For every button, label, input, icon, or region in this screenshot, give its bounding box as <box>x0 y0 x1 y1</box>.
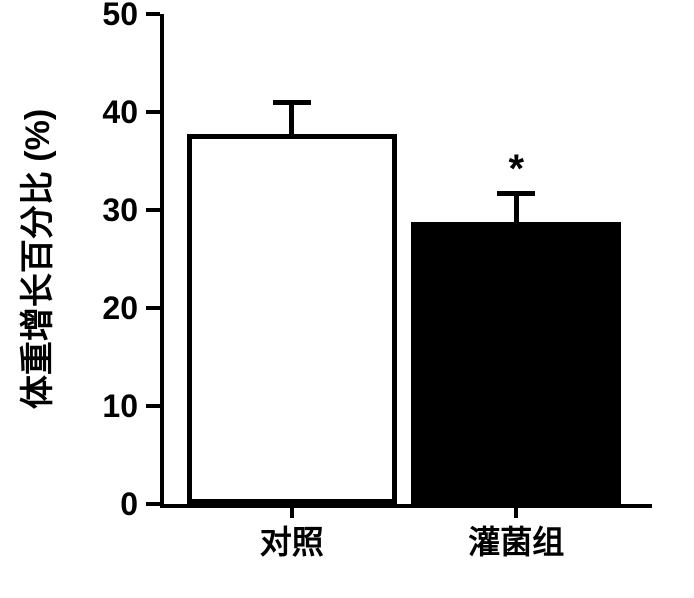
errorbar-cap-0 <box>273 100 311 105</box>
x-tick-label-0: 对照 <box>192 526 392 558</box>
errorbar-stem-0 <box>289 102 294 133</box>
y-tick <box>146 12 160 16</box>
y-tick-label: 20 <box>78 292 138 324</box>
y-tick-label: 30 <box>78 194 138 226</box>
significance-marker-1: * <box>496 149 536 189</box>
errorbar-cap-1 <box>497 191 535 196</box>
y-tick <box>146 306 160 310</box>
errorbar-stem-1 <box>514 193 519 221</box>
y-tick <box>146 110 160 114</box>
bar-chart: 0 10 20 30 40 50 体重增长百分比 (%) 对照 * 灌菌组 <box>0 0 694 598</box>
y-tick <box>146 208 160 212</box>
x-tick-1 <box>514 504 518 518</box>
x-tick-0 <box>290 504 294 518</box>
y-tick-label: 50 <box>78 0 138 30</box>
y-tick-label: 40 <box>78 96 138 128</box>
y-tick-label: 0 <box>78 488 138 520</box>
y-tick <box>146 502 160 506</box>
bar-1 <box>411 222 621 504</box>
y-axis-label: 体重增长百分比 (%) <box>21 109 55 409</box>
y-tick <box>146 404 160 408</box>
x-tick-label-1: 灌菌组 <box>416 526 616 558</box>
bar-0 <box>187 134 397 504</box>
y-tick-label: 10 <box>78 390 138 422</box>
